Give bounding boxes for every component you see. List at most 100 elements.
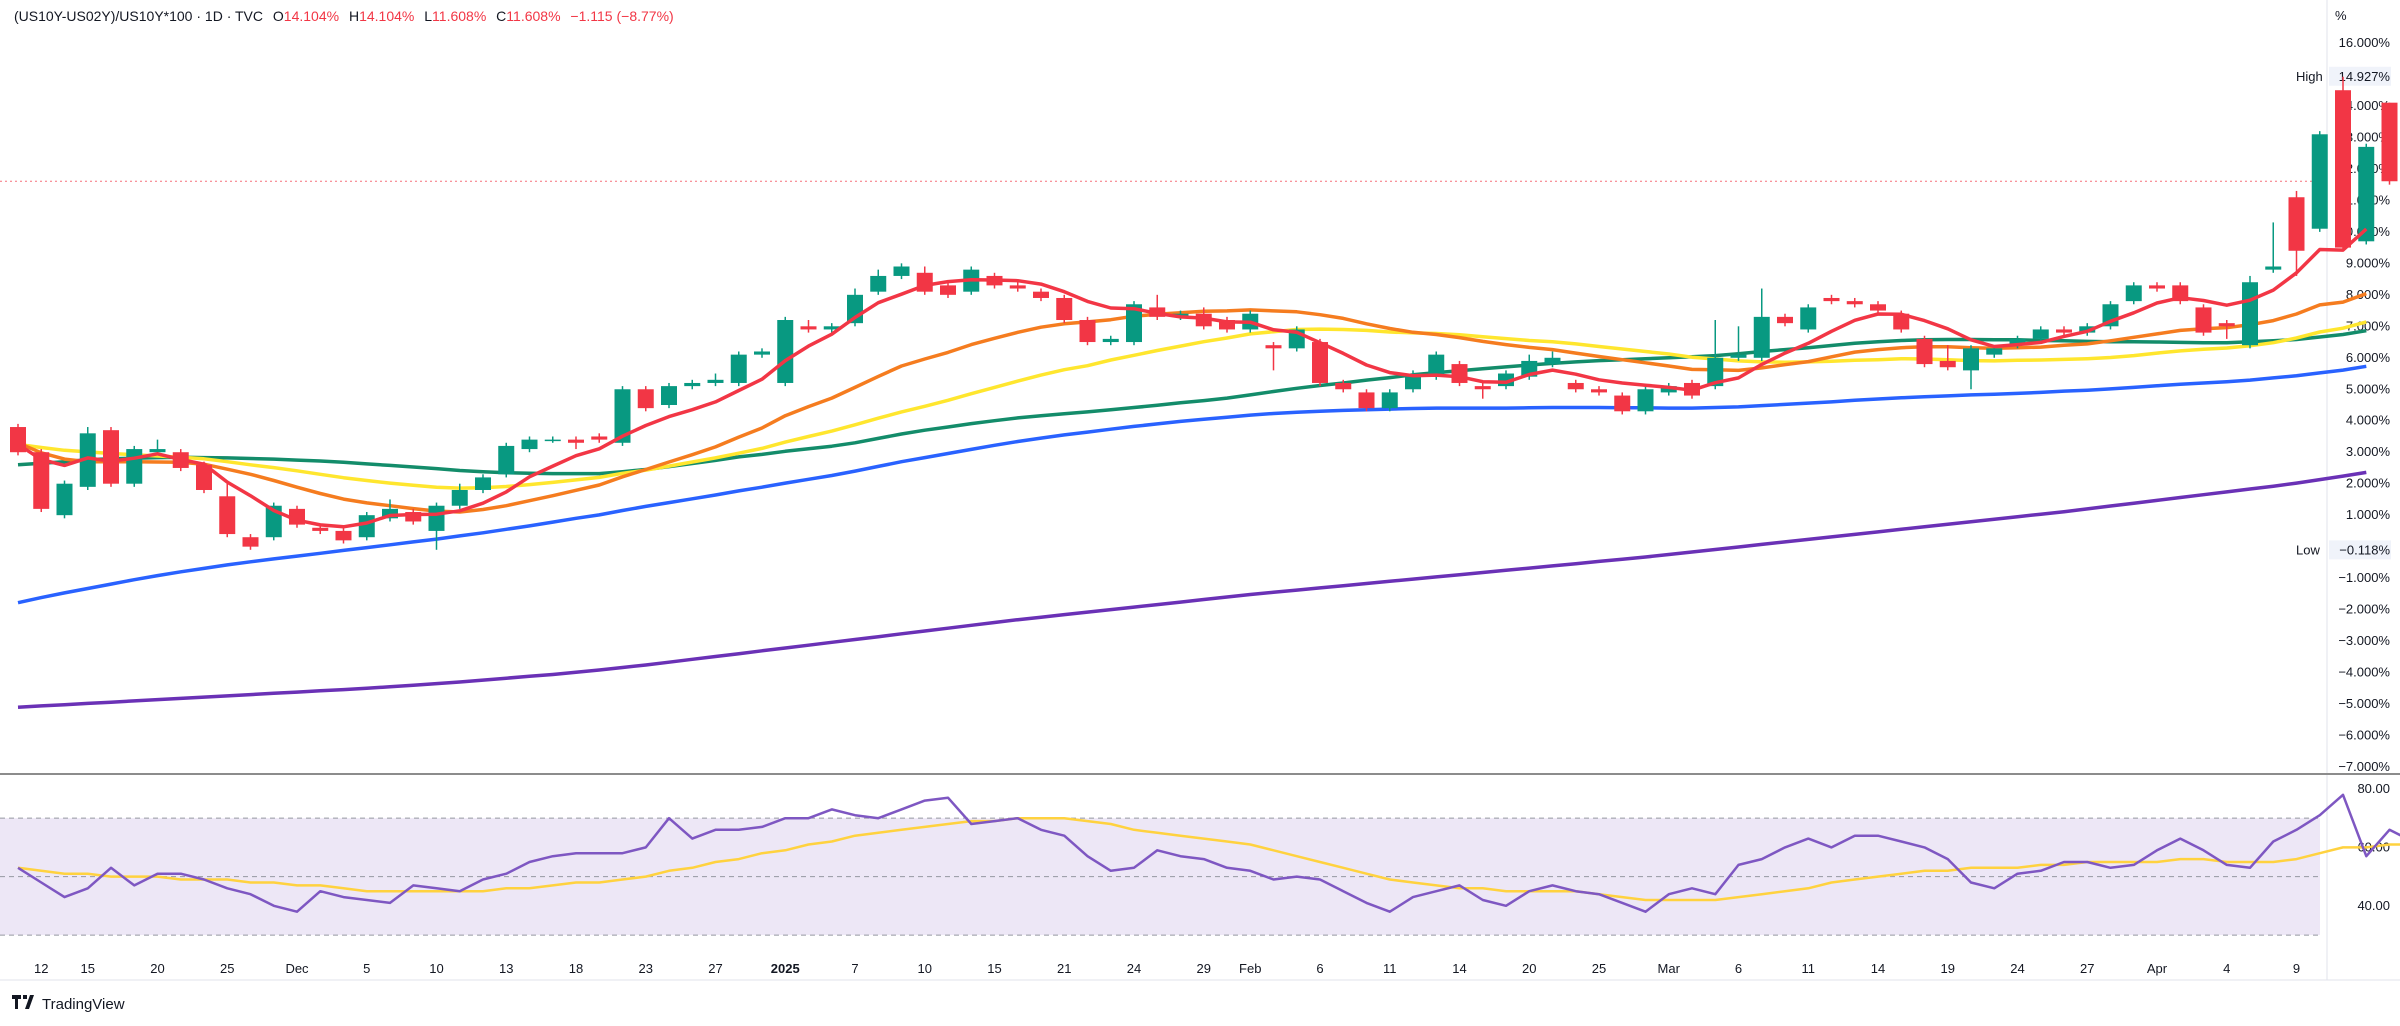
y-tick-label: 9.000% <box>2346 255 2391 270</box>
rsi-ma-line <box>17 816 2400 902</box>
candle-body <box>1335 382 1352 390</box>
y-tick-label: 1.000% <box>2346 507 2391 522</box>
x-tick-label: 9 <box>2293 961 2300 976</box>
candle-body <box>428 505 445 531</box>
y-tick-label: −2.000% <box>2338 602 2390 617</box>
candle-body <box>777 320 794 383</box>
candle-body <box>1265 345 1282 349</box>
candle-body <box>2358 146 2375 242</box>
x-tick-label: 20 <box>1522 961 1536 976</box>
y-tick-label: −7.000% <box>2338 759 2390 774</box>
x-tick-label: 13 <box>499 961 513 976</box>
candle-body <box>33 452 50 509</box>
rsi-y-tick-label: 40.00 <box>2357 898 2390 913</box>
x-tick-label: 25 <box>1592 961 1606 976</box>
x-tick-label: 24 <box>2010 961 2024 976</box>
candle-body <box>1126 304 1142 343</box>
candle-body <box>196 464 212 490</box>
candle-body <box>1312 342 1328 383</box>
candle-body <box>614 389 631 443</box>
x-tick-label: 19 <box>1941 961 1955 976</box>
x-tick-label: 15 <box>81 961 95 976</box>
high-label: H <box>348 8 360 24</box>
y-tick-label: 3.000% <box>2346 444 2391 459</box>
low-marker-label: Low <box>2296 542 2320 557</box>
candle-body <box>498 445 515 475</box>
candle-body <box>2125 285 2142 302</box>
high-marker-bg <box>2290 66 2326 86</box>
x-tick-label: Mar <box>1658 961 1681 976</box>
candle-body <box>1637 389 1654 412</box>
candle-body <box>1846 301 1863 305</box>
x-tick-label: 6 <box>1735 961 1742 976</box>
low-label: L <box>424 8 433 24</box>
candle-body <box>1916 338 1933 365</box>
low-marker-bg <box>2290 540 2326 560</box>
rsi-line <box>17 793 2400 913</box>
x-tick-label: 14 <box>1871 961 1885 976</box>
x-tick-label: 10 <box>429 961 443 976</box>
x-tick-label: 25 <box>220 961 234 976</box>
candle-body <box>1800 307 1817 330</box>
moving-average-line <box>17 291 2367 514</box>
x-tick-label: 4 <box>2223 961 2230 976</box>
candle-body <box>1614 395 1631 412</box>
footer-brand[interactable]: TradingView <box>12 994 125 1014</box>
y-tick-label: 16.000% <box>2339 35 2391 50</box>
candle-body <box>1753 316 1770 358</box>
candle-body <box>568 439 584 443</box>
high-value: 14.104% <box>359 8 415 24</box>
candle-body <box>1451 364 1468 383</box>
x-tick-label: 6 <box>1316 961 1323 976</box>
candle-body <box>126 449 143 484</box>
open-value: 14.104% <box>283 8 340 24</box>
x-tick-label: 20 <box>150 961 164 976</box>
candle-body <box>1079 320 1096 343</box>
candle-body <box>893 266 910 276</box>
symbol-label: (US10Y-US02Y)/US10Y*100 · 1D · TVC <box>14 8 263 24</box>
candle-body <box>2009 338 2026 346</box>
y-tick-label: −3.000% <box>2338 633 2390 648</box>
candle-body <box>451 489 468 506</box>
low-value-bg <box>2329 540 2391 560</box>
candle-body <box>1381 392 1398 409</box>
close-label: C <box>496 8 507 24</box>
candle-body <box>2288 197 2305 251</box>
moving-average-line <box>17 470 2367 709</box>
y-tick-label: −1.000% <box>2338 570 2390 585</box>
candle-body <box>754 351 770 355</box>
change-value: −1.115 (−8.77%) <box>570 8 674 24</box>
x-tick-label: 21 <box>1057 961 1071 976</box>
candle-body <box>2381 102 2398 182</box>
moving-average-line <box>17 364 2367 605</box>
moving-average-line <box>17 328 2367 476</box>
y-tick-label: 13.000% <box>2339 129 2391 144</box>
high-marker-value: 14.927% <box>2339 69 2391 84</box>
candle-body <box>1660 386 1677 393</box>
low-value: 11.608% <box>432 8 487 24</box>
candle-body <box>2056 329 2072 333</box>
candle-body <box>1405 373 1421 390</box>
candle-body <box>940 285 956 295</box>
candle-body <box>79 433 96 487</box>
candle-body <box>1939 360 1956 368</box>
x-tick-label: 5 <box>363 961 370 976</box>
x-tick-label: 15 <box>987 961 1001 976</box>
x-tick-label: 24 <box>1127 961 1141 976</box>
high-marker-label: High <box>2296 69 2323 84</box>
x-tick-label: 27 <box>708 961 722 976</box>
x-tick-label: 11 <box>1802 961 1816 976</box>
candle-body <box>1033 291 1049 298</box>
x-tick-label: 11 <box>1383 961 1397 976</box>
close-value: 11.608% <box>506 8 561 24</box>
candle-body <box>358 515 375 538</box>
x-tick-label: 12 <box>34 961 48 976</box>
candle-body <box>312 527 329 531</box>
x-tick-label: Apr <box>2147 961 2168 976</box>
candle-body <box>1474 386 1491 390</box>
candle-body <box>1009 285 1026 289</box>
candle-body <box>823 326 840 330</box>
high-value-bg <box>2329 66 2391 86</box>
y-tick-label: 7.000% <box>2346 318 2391 333</box>
